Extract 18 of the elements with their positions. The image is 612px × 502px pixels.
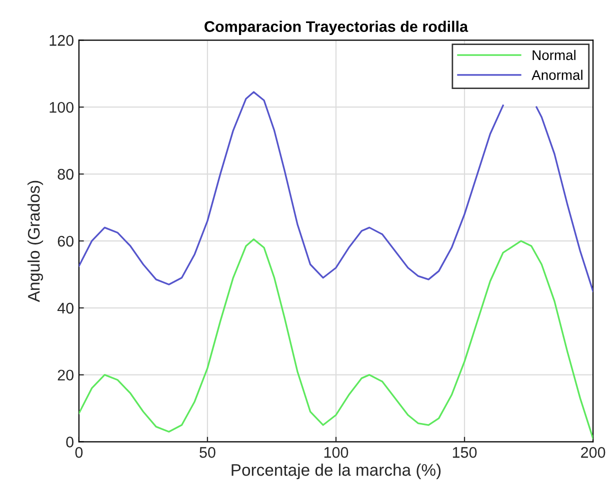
chart-title: Comparacion Trayectorias de rodilla xyxy=(204,20,468,35)
y-tick-label: 100 xyxy=(50,102,74,113)
y-tick-label: 20 xyxy=(58,370,74,381)
y-tick-label: 60 xyxy=(58,236,74,247)
legend-label: Normal xyxy=(532,50,576,60)
y-tick-label: 80 xyxy=(58,168,74,180)
x-tick-label: 100 xyxy=(324,447,348,458)
x-tick-label: 0 xyxy=(75,447,83,458)
y-axis-title: Angulo (Grados) xyxy=(28,180,44,302)
y-tick-label: 0 xyxy=(66,436,74,448)
x-tick-label: 150 xyxy=(452,447,477,458)
x-axis-title: Porcentaje de la marcha (%) xyxy=(232,464,441,480)
line-series xyxy=(78,238,594,440)
x-tick-label: 50 xyxy=(200,447,216,458)
y-tick-label: 120 xyxy=(50,35,74,46)
x-tick-label: 200 xyxy=(581,447,606,458)
y-tick-label: 40 xyxy=(57,302,74,314)
legend-label: Anormal xyxy=(532,70,582,80)
